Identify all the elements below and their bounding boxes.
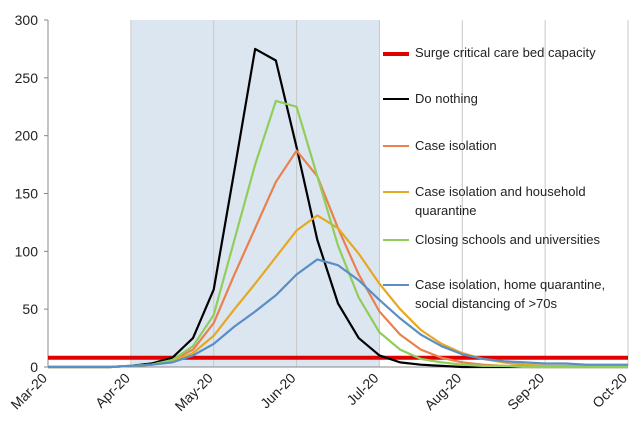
legend-swatch: [383, 284, 409, 286]
y-tick-label: 300: [15, 12, 39, 28]
legend-label: Case isolation, home quarantine, social …: [415, 277, 606, 311]
x-tick-label: Jun-20: [257, 370, 299, 412]
legend-swatch: [383, 191, 409, 193]
y-tick-label: 250: [15, 70, 39, 86]
legend-label: Case isolation and household quarantine: [415, 184, 586, 218]
y-tick-label: 100: [15, 243, 39, 259]
x-tick-label: Sep-20: [504, 370, 547, 413]
x-tick-label: Apr-20: [92, 370, 133, 411]
y-tick-label: 200: [15, 128, 39, 144]
legend-entry: Do nothing: [383, 89, 623, 108]
series-line: [48, 258, 628, 369]
legend-label: Closing schools and universities: [415, 232, 600, 247]
legend-entry: Case isolation and household quarantine: [383, 182, 623, 220]
x-tick-label: May-20: [172, 370, 216, 414]
y-tick-label: 150: [15, 186, 39, 202]
legend-entry: Surge critical care bed capacity: [383, 43, 623, 62]
legend-swatch: [383, 239, 409, 241]
x-tick-label: Jul-20: [343, 370, 381, 408]
x-tick-label: Oct-20: [589, 370, 630, 411]
legend-entry: Case isolation: [383, 136, 623, 155]
legend-swatch: [383, 145, 409, 147]
legend-swatch: [383, 98, 409, 100]
legend-swatch: [383, 52, 409, 56]
x-tick-label: Mar-20: [7, 370, 50, 413]
y-tick-label: 50: [22, 301, 38, 317]
legend-entry: Closing schools and universities: [383, 230, 623, 249]
legend-label: Do nothing: [415, 91, 478, 106]
legend-label: Surge critical care bed capacity: [415, 45, 596, 60]
x-tick-label: Aug-20: [421, 370, 464, 413]
legend-label: Case isolation: [415, 138, 497, 153]
legend-entry: Case isolation, home quarantine, social …: [383, 275, 623, 313]
shaded-period: [130, 20, 380, 367]
y-tick-label: 0: [30, 359, 38, 375]
